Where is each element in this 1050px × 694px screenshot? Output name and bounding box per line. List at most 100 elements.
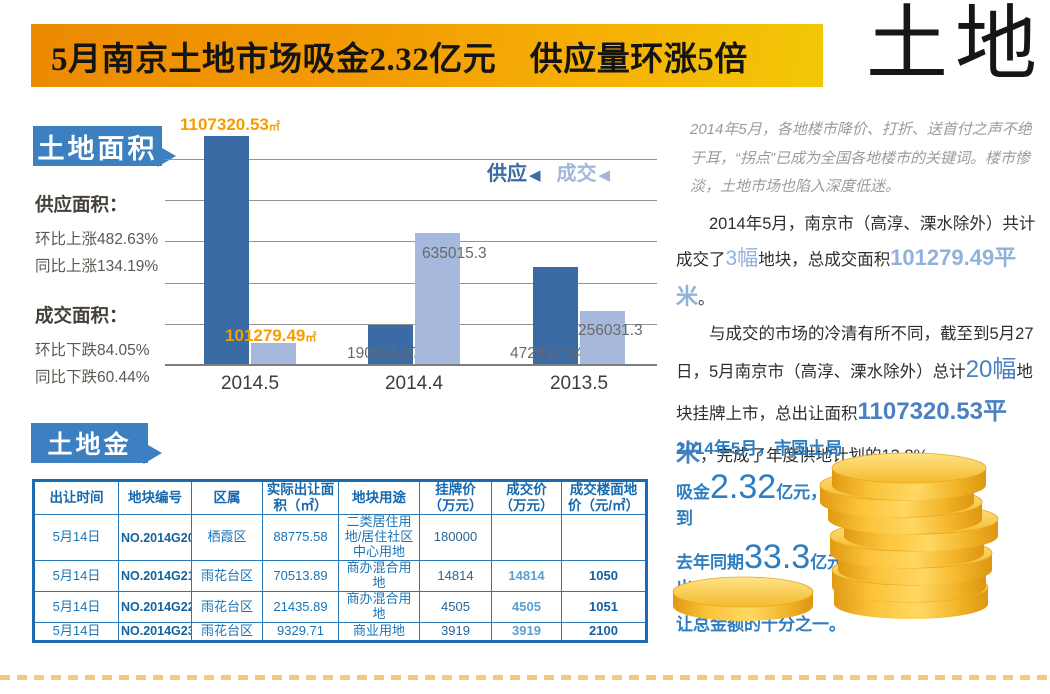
- revenue-line1: 2014年5月，市国土局: [676, 439, 843, 458]
- table-cell: 商办混合用地: [338, 591, 420, 623]
- supply-area-highlight: 1107320.53平米: [676, 398, 1007, 467]
- table-cell: 5月14日: [33, 591, 119, 623]
- table-cell: NO.2014G20: [118, 514, 192, 562]
- table-cell: 14814: [491, 560, 562, 593]
- table-cell: 3919: [419, 621, 492, 642]
- gold-coins-illustration: [672, 452, 999, 621]
- category-label: 2014.4: [384, 373, 444, 394]
- table-header-cell: 成交楼面地价（元/㎡）: [561, 479, 647, 516]
- table-cell: [491, 514, 562, 562]
- supply-area-heading: 供应面积：: [35, 194, 128, 215]
- deal-area-highlight: 101279.49平米: [676, 244, 1017, 309]
- bar-value-label: 101279.49㎡: [225, 326, 317, 346]
- table-cell: NO.2014G22: [118, 591, 192, 623]
- bar-成交-2013.5: [580, 311, 625, 364]
- table-cell: 88775.58: [262, 514, 339, 562]
- table-cell: 14814: [419, 560, 492, 593]
- chart-gridline: [165, 159, 657, 160]
- page-title: 5月南京土地市场吸金2.32亿元 供应量环涨5倍: [51, 41, 748, 78]
- chart-gridline: [165, 241, 657, 243]
- table-cell: 5月14日: [33, 621, 119, 642]
- p2-text: 与成交的市场的冷清有所不同，截至到5月27日，5月南京市（高淳、溧水除外）总计: [676, 325, 1034, 381]
- table-cell: 4505: [491, 591, 562, 623]
- p2-text: 地块挂牌上市，总出让面积: [676, 363, 1033, 423]
- table-header-cell: 地块编号: [118, 479, 192, 516]
- legend-supply-marker-icon: ◀: [529, 167, 541, 184]
- listing-count-highlight: 20幅: [965, 356, 1017, 383]
- bar-value-label: 1107320.53㎡: [180, 114, 280, 134]
- table-cell: 9329.71: [262, 621, 339, 642]
- section-badge-land-area: 土地面积: [33, 126, 176, 167]
- table-row: 5月14日 NO.2014G22 雨花台区 21435.89 商办混合用地 4505 450…: [33, 591, 647, 623]
- bar-供应-2014.5: [204, 135, 249, 364]
- chart-gridline: [165, 282, 657, 284]
- bar-value-label: 190055.07: [347, 345, 421, 362]
- bar-供应-2013.5: [533, 266, 578, 364]
- deal-area-heading: 成交面积：: [35, 305, 128, 326]
- table-cell: 3919: [491, 621, 562, 642]
- land-deals-table: 出让时间 地块编号 区属 实际出让面积（㎡） 地块用途 挂牌价（万元） 成交价（万元） 成交楼…: [32, 479, 648, 643]
- table-cell: NO.2014G23: [118, 621, 192, 642]
- chart-gridline: [165, 200, 657, 202]
- p1-text: 地块，总成交面积: [758, 250, 891, 269]
- legend-deal-label: 成交: [556, 163, 597, 185]
- deal-area-mom: 环比下跌84.05%: [35, 342, 150, 359]
- category-label: 2014.5: [220, 373, 280, 394]
- table-cell: 1050: [561, 560, 647, 593]
- bar-value-label: 472832.84: [510, 345, 584, 362]
- chart-baseline: [165, 364, 657, 366]
- area-change-stats: 供应面积： 环比上涨482.63% 同比上涨134.19% 成交面积： 环比下跌…: [35, 191, 185, 391]
- table-header-cell: 实际出让面积（㎡）: [262, 479, 339, 516]
- revenue-line3-pre: 去年同期: [676, 553, 744, 572]
- revenue-line2-pre: 吸金: [676, 483, 710, 502]
- table-cell: 雨花台区: [191, 560, 263, 593]
- table-header-cell: 地块用途: [338, 479, 420, 516]
- market-summary-paragraphs: 2014年5月，南京市（高淳、溧水除外）共计成交了3幅地块，总成交面积10127…: [676, 210, 1044, 479]
- table-cell: 2100: [561, 621, 647, 642]
- table-cell: 商办混合用地: [338, 560, 420, 593]
- table-header-cell: 成交价（万元）: [491, 479, 562, 516]
- badge-tail-icon: [141, 441, 162, 464]
- table-row: 5月14日 NO.2014G20 栖霞区 88775.58 二类居住用地/居住社区中心用…: [33, 514, 647, 562]
- coin-stack: [819, 452, 999, 619]
- last-year-amount: 33.3: [744, 538, 811, 576]
- unit-label: ㎡: [268, 120, 280, 133]
- table-cell: 5月14日: [33, 560, 119, 593]
- deal-area-yoy: 同比下跌60.44%: [35, 369, 150, 386]
- legend-item-supply: 供应 ◀: [487, 157, 541, 186]
- coin-single: [672, 576, 814, 621]
- table-cell: 4505: [419, 591, 492, 623]
- legend-deal-marker-icon: ◀: [598, 167, 611, 184]
- table-row: 5月14日 NO.2014G21 雨花台区 70513.89 商办混合用地 14814 14…: [33, 560, 647, 593]
- table-cell: 二类居住用地/居住社区中心用地: [338, 514, 420, 562]
- section-badge-land-money-label: 土地金: [47, 431, 132, 459]
- table-cell: 5月14日: [33, 514, 119, 562]
- land-area-bar-chart: 供应 ◀ 成交 ◀ 1107320.53㎡ 190055.07 472832.84 101…: [165, 110, 657, 410]
- revenue-line3: 去年同期33.3亿元出: [676, 540, 856, 599]
- p1-text: 2014年5月，南京市（高淳、溧水除外）共计成交了: [676, 215, 1036, 269]
- table-header-cell: 区属: [191, 479, 263, 516]
- table-cell: 21435.89: [262, 591, 339, 623]
- stats-spacer: [35, 280, 185, 302]
- supply-area-mom: 环比上涨482.63%: [35, 231, 159, 248]
- bar-供应-2014.4: [368, 324, 413, 364]
- land-revenue-text: 2014年5月，市国土局 吸金2.32亿元，不到 去年同期33.3亿元出 让总金…: [676, 434, 856, 646]
- table-cell: [561, 514, 647, 562]
- revenue-amount: 2.32: [710, 468, 777, 506]
- deal-count-highlight: 3幅: [725, 246, 759, 270]
- bar-value-label: 635015.3: [422, 245, 487, 263]
- table-cell: 栖霞区: [191, 514, 263, 562]
- table-cell: 雨花台区: [191, 621, 263, 642]
- table-cell: 180000: [419, 514, 492, 562]
- table-cell: 雨花台区: [191, 591, 263, 623]
- unit-label: ㎡: [305, 332, 317, 345]
- market-intro-paragraph: 2014年5月，各地楼市降价、打折、送首付之声不绝于耳，“拐点”已成为全国各地楼…: [690, 121, 1032, 195]
- brand-title: 土地: [865, 0, 1044, 90]
- table-header-cell: 挂牌价（万元）: [419, 479, 492, 516]
- deal-summary-paragraph: 2014年5月，南京市（高淳、溧水除外）共计成交了3幅地块，总成交面积10127…: [676, 210, 1044, 316]
- bottom-dashed-divider: [0, 675, 1050, 680]
- table-header-cell: 出让时间: [33, 479, 119, 516]
- legend-supply-label: 供应: [487, 163, 527, 185]
- table-cell: NO.2014G21: [118, 560, 192, 593]
